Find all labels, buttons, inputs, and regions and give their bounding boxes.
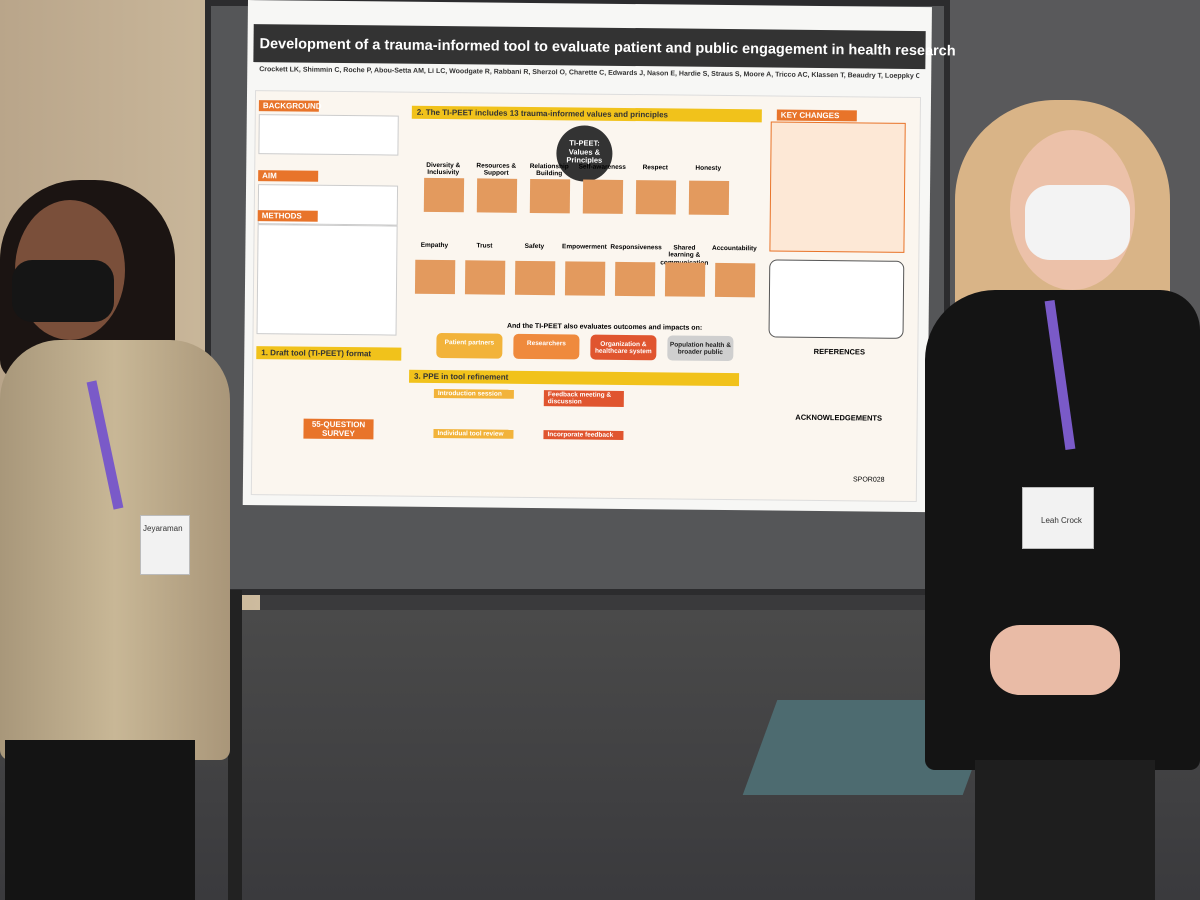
value-label: Honesty bbox=[695, 164, 722, 172]
value-label: Trust bbox=[476, 242, 493, 250]
text-block bbox=[256, 224, 398, 336]
section-heading: BACKGROUND bbox=[258, 100, 322, 112]
value-box bbox=[582, 179, 624, 214]
value-box bbox=[614, 261, 656, 297]
outcome-button: Patient partners bbox=[436, 332, 503, 359]
left-person-coat bbox=[0, 340, 230, 760]
left-person-legs bbox=[5, 740, 195, 900]
step: Incorporate feedback bbox=[543, 430, 624, 440]
outcome-button: Researchers bbox=[513, 333, 580, 360]
board-leg bbox=[228, 590, 242, 900]
right-badge: Leah Crock bbox=[1022, 487, 1094, 549]
outcome-button: Population health & broader public bbox=[667, 335, 734, 362]
value-label: Relationship Building bbox=[529, 162, 569, 178]
text-block bbox=[258, 114, 399, 156]
value-box bbox=[714, 262, 756, 298]
value-box bbox=[414, 259, 456, 295]
right-person-mask bbox=[1025, 185, 1130, 260]
value-label: Empathy bbox=[420, 241, 449, 250]
section-heading: 3. PPE in tool refinement bbox=[409, 369, 740, 387]
value-label: Resources & Support bbox=[476, 162, 517, 178]
left-person-mask bbox=[12, 260, 114, 322]
step: Individual tool review bbox=[433, 428, 514, 439]
section-heading: REFERENCES bbox=[813, 346, 866, 357]
poster-inner: BACKGROUND AIM METHODS 1. Draft tool (TI-PE… bbox=[243, 0, 932, 512]
badge-name: Leah Crock bbox=[1041, 516, 1082, 525]
right-person-hands bbox=[990, 625, 1120, 695]
value-box bbox=[464, 260, 506, 295]
section-heading: 1. Draft tool (TI-PEET) format bbox=[256, 346, 402, 361]
section-heading: KEY CHANGES bbox=[776, 109, 857, 122]
value-box bbox=[564, 261, 606, 296]
value-box bbox=[635, 180, 677, 215]
value-box bbox=[664, 262, 706, 297]
value-label: Respect bbox=[642, 164, 668, 172]
section-heading: ACKNOWLEDGEMENTS bbox=[795, 412, 883, 423]
key-changes-box bbox=[769, 121, 906, 253]
value-box bbox=[688, 180, 730, 216]
value-label: Accountability bbox=[711, 244, 757, 253]
future-box bbox=[768, 259, 905, 339]
outcomes-heading: And the TI-PEET also evaluates outcomes … bbox=[506, 322, 703, 332]
survey-label: 55-QUESTION SURVEY bbox=[303, 418, 374, 440]
value-label: Self-awareness bbox=[578, 163, 626, 171]
value-label: Diversity & Inclusivity bbox=[426, 161, 461, 177]
section-heading: METHODS bbox=[257, 210, 318, 222]
value-label: Empowerment bbox=[561, 243, 607, 251]
value-box bbox=[529, 178, 571, 214]
outcome-button: Organization & healthcare system bbox=[590, 334, 657, 361]
value-box bbox=[514, 260, 556, 296]
step: Introduction session bbox=[433, 388, 514, 399]
poster: Development of a trauma-informed tool to… bbox=[242, 0, 956, 513]
left-badge: Jeyaraman bbox=[140, 515, 190, 575]
value-box bbox=[423, 177, 465, 213]
value-box bbox=[476, 178, 518, 213]
step: Feedback meeting & discussion bbox=[543, 390, 624, 407]
value-label: Responsiveness bbox=[610, 243, 662, 252]
section-heading: AIM bbox=[258, 170, 319, 182]
right-person-legs bbox=[975, 760, 1155, 900]
poster-code: SPOR028 bbox=[852, 476, 885, 484]
badge-name: Jeyaraman bbox=[143, 524, 183, 533]
value-label: Safety bbox=[524, 242, 545, 251]
section-heading: 2. The TI-PEET includes 13 trauma-inform… bbox=[411, 105, 762, 123]
